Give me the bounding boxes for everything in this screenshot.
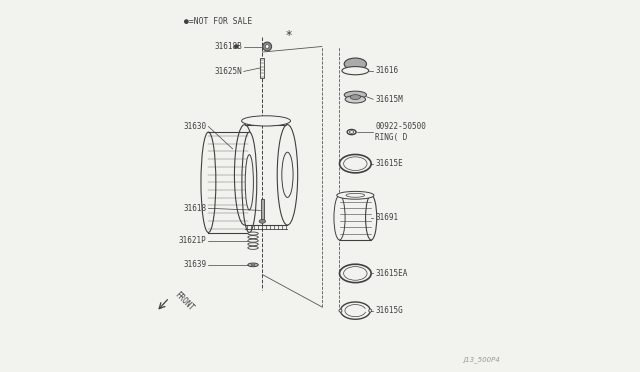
Text: 31616: 31616 [375,66,398,75]
Circle shape [262,42,271,51]
Ellipse shape [344,58,367,70]
Ellipse shape [234,125,255,225]
Ellipse shape [334,195,345,240]
Ellipse shape [340,264,371,283]
Ellipse shape [242,116,291,126]
Bar [261,199,264,221]
Bar [260,58,264,78]
Ellipse shape [365,195,377,240]
Text: J13_500P4: J13_500P4 [463,356,500,363]
Ellipse shape [259,219,266,223]
Text: 31691: 31691 [375,213,398,222]
Ellipse shape [245,155,253,210]
Ellipse shape [242,132,257,232]
Text: *: * [285,29,291,42]
Text: 31615M: 31615M [375,95,403,104]
Text: FRONT: FRONT [172,290,195,313]
Ellipse shape [248,235,259,238]
Ellipse shape [344,267,367,280]
Text: ●=NOT FOR SALE: ●=NOT FOR SALE [184,17,252,26]
Circle shape [339,309,342,312]
Ellipse shape [346,193,365,197]
Ellipse shape [201,132,216,232]
Ellipse shape [248,246,259,249]
Ellipse shape [248,232,259,235]
Text: 31615G: 31615G [375,306,403,315]
Ellipse shape [342,67,369,75]
Circle shape [234,44,239,49]
Text: 31615E: 31615E [375,159,403,168]
Ellipse shape [277,125,298,225]
Text: 31618: 31618 [184,204,207,213]
Ellipse shape [248,263,259,267]
Ellipse shape [248,239,259,242]
Text: 31630: 31630 [184,122,207,131]
Ellipse shape [347,129,356,135]
Text: 31639: 31639 [184,260,207,269]
Ellipse shape [251,264,255,266]
Ellipse shape [349,131,354,133]
Text: 31615EA: 31615EA [375,269,408,278]
Ellipse shape [248,243,259,246]
Text: 31618B: 31618B [214,42,242,51]
Ellipse shape [344,157,367,170]
Circle shape [266,45,269,48]
Circle shape [369,309,372,312]
Ellipse shape [340,154,371,173]
Text: 00922-50500
RING( D: 00922-50500 RING( D [375,122,426,142]
Text: 31625N: 31625N [214,67,242,76]
Ellipse shape [344,91,367,99]
Ellipse shape [350,95,360,100]
Ellipse shape [282,152,293,198]
Ellipse shape [337,192,374,199]
Ellipse shape [345,96,365,103]
Text: 31621P: 31621P [179,236,207,245]
